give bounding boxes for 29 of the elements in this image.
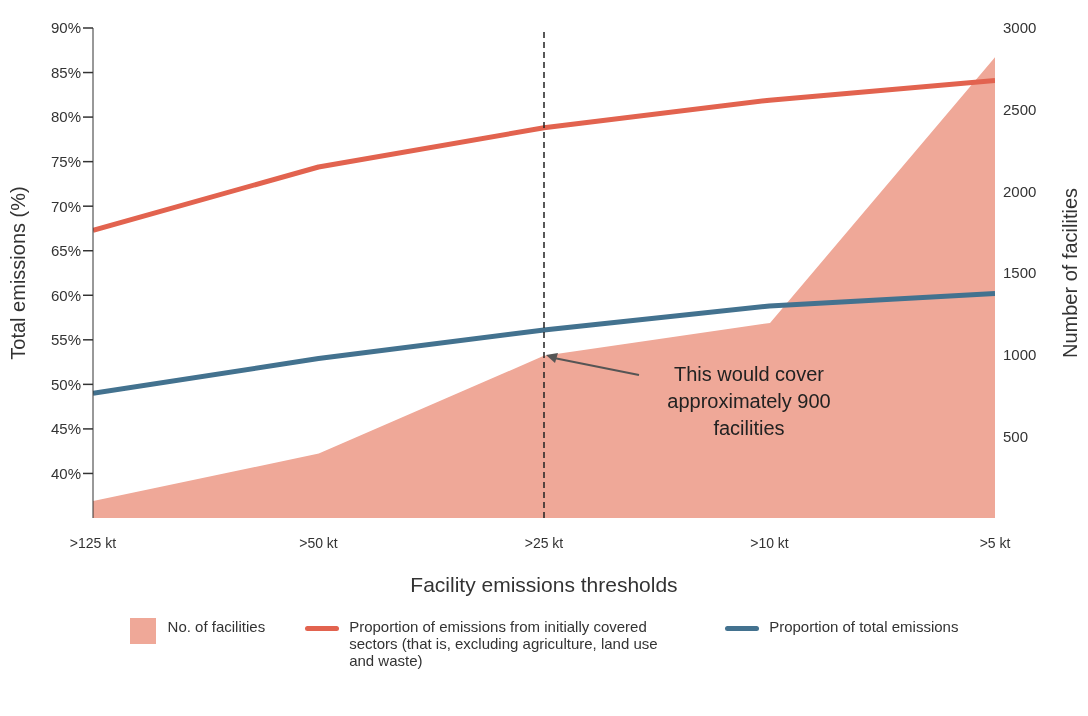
- legend-label: Proportion of total emissions: [769, 618, 959, 635]
- y-axis-title: Total emissions (%): [7, 186, 30, 360]
- legend-label: No. of facilities: [167, 618, 266, 635]
- annotation: This would cover approximately 900 facilities: [666, 361, 832, 441]
- y-tick-label: 50%: [50, 375, 81, 393]
- y2-axis-title: Number of facilities: [1059, 187, 1082, 359]
- y-tick-label: 45%: [50, 420, 81, 438]
- y-tick-label: 80%: [50, 108, 81, 126]
- y2-tick-label: 2500: [1003, 100, 1037, 118]
- y2-tick-label: 1500: [1003, 264, 1037, 282]
- x-tick-label: >25 kt: [524, 534, 564, 551]
- x-tick-label: >10 kt: [750, 534, 789, 551]
- y-tick-label: 85%: [50, 63, 81, 81]
- y2-tick-label: 3000: [1003, 19, 1037, 37]
- y-tick-label: 40%: [50, 464, 81, 482]
- y2-tick-label: 2000: [1003, 182, 1037, 200]
- y-tick-label: 90%: [50, 19, 81, 37]
- x-tick-label: >5 kt: [979, 534, 1011, 551]
- y2-tick-label: 500: [1003, 427, 1029, 445]
- x-axis-title: Facility emissions thresholds: [410, 573, 678, 596]
- x-tick-label: >125 kt: [69, 534, 117, 551]
- y-tick-label: 55%: [50, 331, 81, 349]
- y-tick-label: 70%: [50, 197, 81, 215]
- y-tick-label: 75%: [50, 152, 81, 170]
- x-tick-label: >50 kt: [299, 534, 338, 551]
- y-tick-label: 65%: [50, 242, 81, 260]
- y2-tick-label: 1000: [1003, 345, 1037, 363]
- y-tick-label: 60%: [50, 286, 81, 304]
- legend-label: Proportion of emissions from initially covered sectors (that is, excluding agriculture, land use and waste): [349, 618, 659, 669]
